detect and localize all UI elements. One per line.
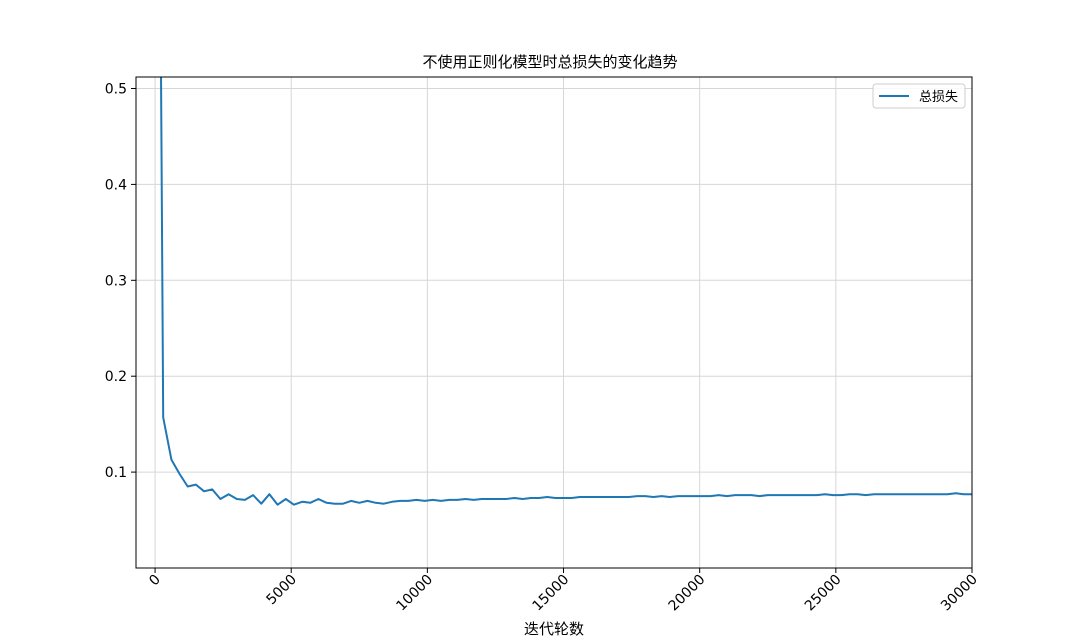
x-axis-ticks: 0 5000 10000 15000 20000 25000 30000 xyxy=(146,568,981,614)
y-tick-label: 0.4 xyxy=(105,177,127,193)
x-tick-label: 20000 xyxy=(666,572,709,615)
y-axis-ticks: 0.1 0.2 0.3 0.4 0.5 xyxy=(105,82,136,481)
legend: 总损失 xyxy=(872,83,966,109)
x-tick-label: 5000 xyxy=(264,572,301,609)
y-tick-label: 0.1 xyxy=(105,465,127,481)
x-axis-label: 迭代轮数 xyxy=(524,620,584,637)
series-layer xyxy=(160,77,972,506)
y-tick-label: 0.2 xyxy=(105,369,127,385)
x-tick-label: 0 xyxy=(146,572,164,590)
chart-title: 不使用正则化模型时总损失的变化趋势 xyxy=(422,53,677,71)
legend-box xyxy=(872,83,966,109)
x-tick-label: 15000 xyxy=(530,572,573,615)
y-tick-label: 0.5 xyxy=(105,82,127,98)
plot-frame xyxy=(135,76,973,569)
total-loss-series-line xyxy=(160,77,972,506)
x-tick-label: 10000 xyxy=(393,572,436,615)
grid-lines xyxy=(136,77,973,568)
x-tick-label: 30000 xyxy=(938,572,981,615)
x-tick-label: 25000 xyxy=(802,572,845,615)
y-tick-label: 0.3 xyxy=(105,273,127,289)
legend-label-total-loss: 总损失 xyxy=(919,90,958,105)
